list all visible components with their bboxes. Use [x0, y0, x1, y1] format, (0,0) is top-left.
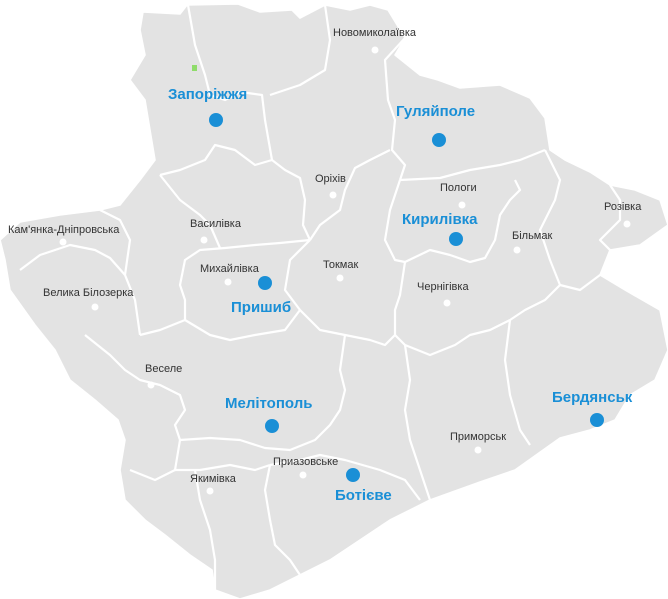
major-dot-botieve [346, 468, 360, 482]
major-label-melitopol: Мелітополь [225, 395, 312, 412]
major-dot-zaporizhzhia [209, 113, 223, 127]
minor-label-prymorsk: Приморськ [450, 431, 506, 443]
oblast-outline [0, 3, 668, 599]
green-marker [192, 65, 197, 71]
major-label-zaporizhzhia: Запоріжжя [168, 86, 247, 103]
minor-label-bilmak: Більмак [512, 230, 552, 242]
minor-label-vasylivka: Василівка [190, 218, 242, 230]
minor-dot-mykhailivka [224, 278, 232, 286]
major-label-berdiansk: Бердянськ [552, 389, 633, 406]
minor-label-vesele: Веселе [145, 363, 182, 375]
minor-label-velyka-bilozerka: Велика Білозерка [43, 287, 134, 299]
major-cities: Запоріжжя Гуляйполе Кирилівка Пришиб Мел… [168, 86, 633, 504]
district-borders [19, 4, 622, 590]
minor-label-yakymivka: Якимівка [190, 473, 237, 485]
minor-dot-vesele [147, 381, 155, 389]
major-dot-kyrylivka [449, 232, 463, 246]
minor-dot-bilmak [513, 246, 521, 254]
minor-label-mykhailivka: Михайлівка [200, 263, 260, 275]
minor-dot-chernihivka [443, 299, 451, 307]
minor-label-tokmak: Токмак [323, 259, 358, 271]
minor-label-chernihivka: Чернігівка [417, 281, 469, 293]
minor-dot-vasylivka [200, 236, 208, 244]
major-dot-melitopol [265, 419, 279, 433]
major-label-huliaipole: Гуляйполе [396, 103, 475, 120]
major-label-pryshyb: Пришиб [231, 299, 291, 316]
minor-dot-tokmak [336, 274, 344, 282]
minor-dot-velyka-bilozerka [91, 303, 99, 311]
minor-dot-rozivka [623, 220, 631, 228]
minor-dot-prymorsk [474, 446, 482, 454]
minor-label-pryazovske: Приазовське [273, 456, 338, 468]
minor-dot-yakymivka [206, 487, 214, 495]
major-label-kyrylivka: Кирилівка [402, 211, 478, 228]
minor-dot-novomykolaivka [371, 46, 379, 54]
minor-label-orikhiv: Оріхів [315, 173, 346, 185]
minor-dot-polohy [458, 201, 466, 209]
minor-dot-kamianka [59, 238, 67, 246]
major-dot-pryshyb [258, 276, 272, 290]
minor-label-rozivka: Розівка [604, 201, 642, 213]
major-dot-huliaipole [432, 133, 446, 147]
minor-dot-orikhiv [329, 191, 337, 199]
major-dot-berdiansk [590, 413, 604, 427]
minor-dot-pryazovske [299, 471, 307, 479]
minor-label-polohy: Пологи [440, 182, 477, 194]
minor-towns: Новомиколаївка Оріхів Пологи Розівка Біл… [8, 27, 642, 495]
minor-label-novomykolaivka: Новомиколаївка [333, 27, 417, 39]
major-label-botieve: Ботієве [335, 487, 392, 504]
minor-label-kamianka: Кам'янка-Дніпровська [8, 224, 120, 236]
